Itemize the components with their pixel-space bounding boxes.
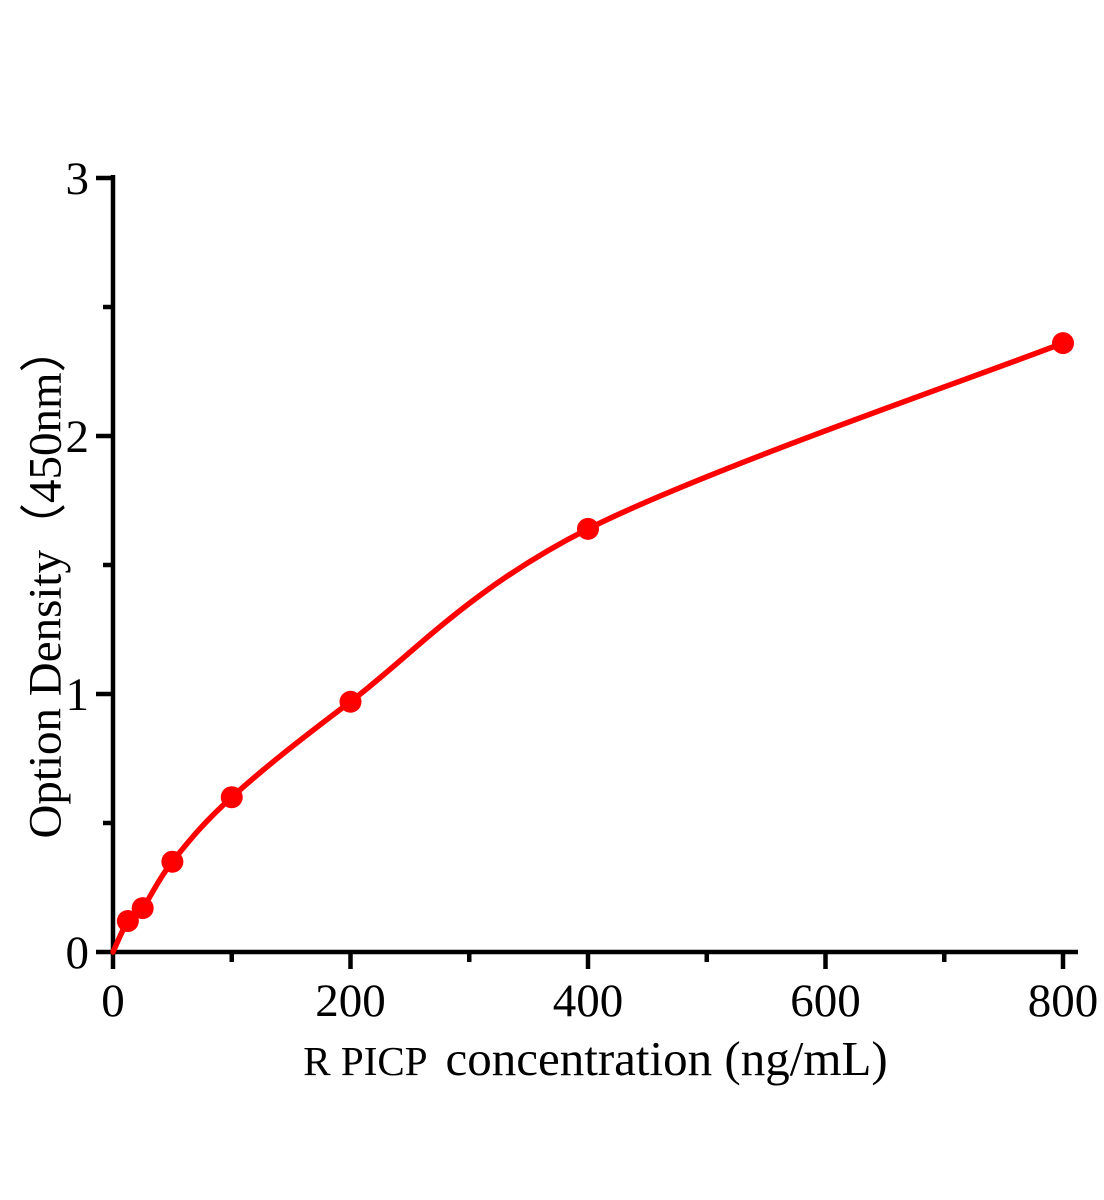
y-tick-label: 2 <box>66 411 90 463</box>
data-point <box>220 786 243 809</box>
data-point <box>1052 332 1074 355</box>
data-point <box>161 850 184 873</box>
x-tick-label: 200 <box>315 975 386 1027</box>
y-tick-label: 3 <box>66 153 90 205</box>
data-point <box>339 690 362 713</box>
x-axis-title-text: concentration (ng/mL) <box>445 1031 888 1086</box>
y-axis-title: Option Density（450nm） <box>19 325 72 839</box>
data-point <box>131 897 154 920</box>
x-axis-title-prefix: R PICP <box>303 1038 428 1084</box>
x-tick-label: 0 <box>101 975 125 1027</box>
x-axis-title: R PICP concentration (ng/mL) <box>113 1030 1078 1087</box>
x-tick-label: 400 <box>553 975 624 1027</box>
standard-curve-line <box>110 340 1066 955</box>
data-point <box>116 910 139 933</box>
y-tick-label: 1 <box>66 669 90 721</box>
y-tick-label: 0 <box>66 927 90 979</box>
x-tick-label: 800 <box>1028 975 1099 1027</box>
data-point <box>577 517 599 540</box>
x-tick-label: 600 <box>790 975 861 1027</box>
